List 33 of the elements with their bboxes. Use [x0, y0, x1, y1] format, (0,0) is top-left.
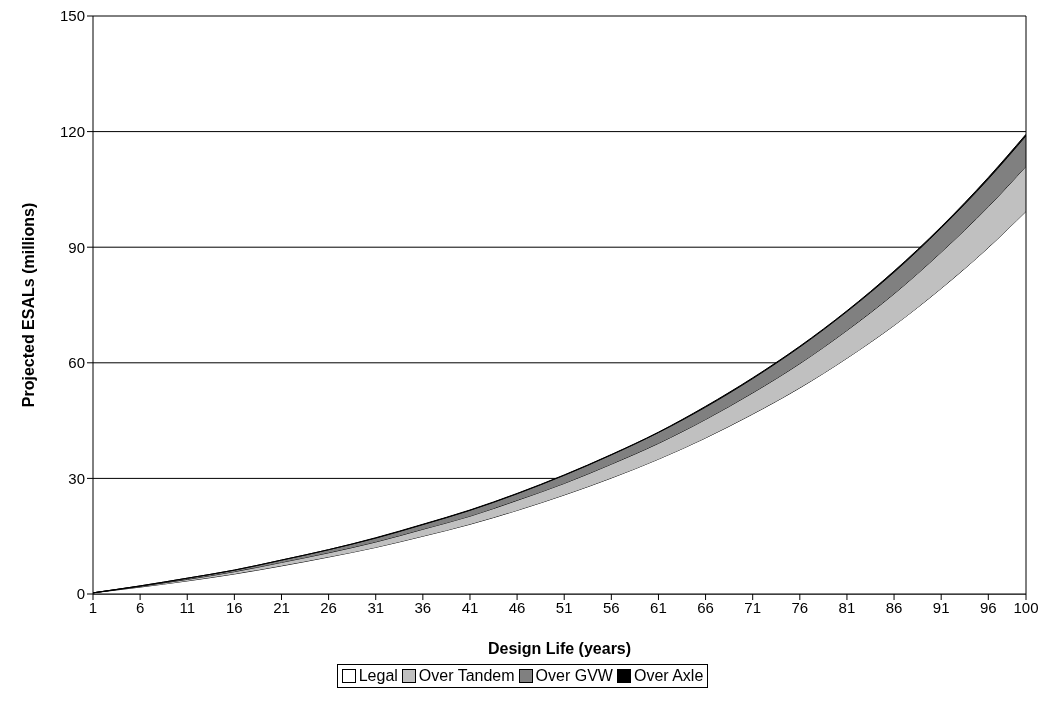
- x-tick-label: 86: [885, 598, 903, 616]
- x-tick-label: 36: [414, 598, 432, 616]
- x-tick-label: 81: [838, 598, 856, 616]
- x-axis-title: Design Life (years): [487, 640, 632, 657]
- legend-label: Over Axle: [632, 667, 704, 685]
- y-tick-label: 120: [59, 122, 85, 140]
- x-tick-label: 66: [697, 598, 714, 616]
- x-tick-label: 16: [226, 598, 243, 616]
- legend-label: Legal: [357, 667, 398, 685]
- x-tick-label: 61: [650, 598, 667, 616]
- y-tick-label: 60: [68, 354, 85, 372]
- x-tick-label: 31: [367, 598, 385, 616]
- x-tick-label: 46: [508, 598, 526, 616]
- x-tick-label: 1: [88, 598, 98, 616]
- x-tick-label: 96: [979, 598, 997, 616]
- x-tick-label: 21: [273, 598, 290, 616]
- legend-label: Over GVW: [534, 667, 613, 685]
- x-tick-label: 76: [791, 598, 809, 616]
- x-tick-label: 56: [602, 598, 620, 616]
- y-axis-title: Projected ESALs (millions): [19, 202, 37, 408]
- x-tick-label: 6: [135, 598, 145, 616]
- x-tick-label: 51: [555, 598, 573, 616]
- y-tick-label: 90: [68, 238, 85, 256]
- x-tick-label: 100: [1013, 598, 1039, 616]
- x-tick-label: 41: [461, 598, 479, 616]
- x-tick-label: 26: [320, 598, 337, 616]
- x-tick-label: 11: [179, 598, 196, 616]
- legend-label: Over Tandem: [417, 667, 515, 685]
- y-tick-label: 30: [68, 469, 85, 487]
- y-tick-label: 150: [59, 7, 85, 25]
- x-tick-label: 71: [744, 598, 762, 616]
- y-tick-label: 0: [76, 585, 85, 603]
- x-tick-label: 91: [932, 598, 950, 616]
